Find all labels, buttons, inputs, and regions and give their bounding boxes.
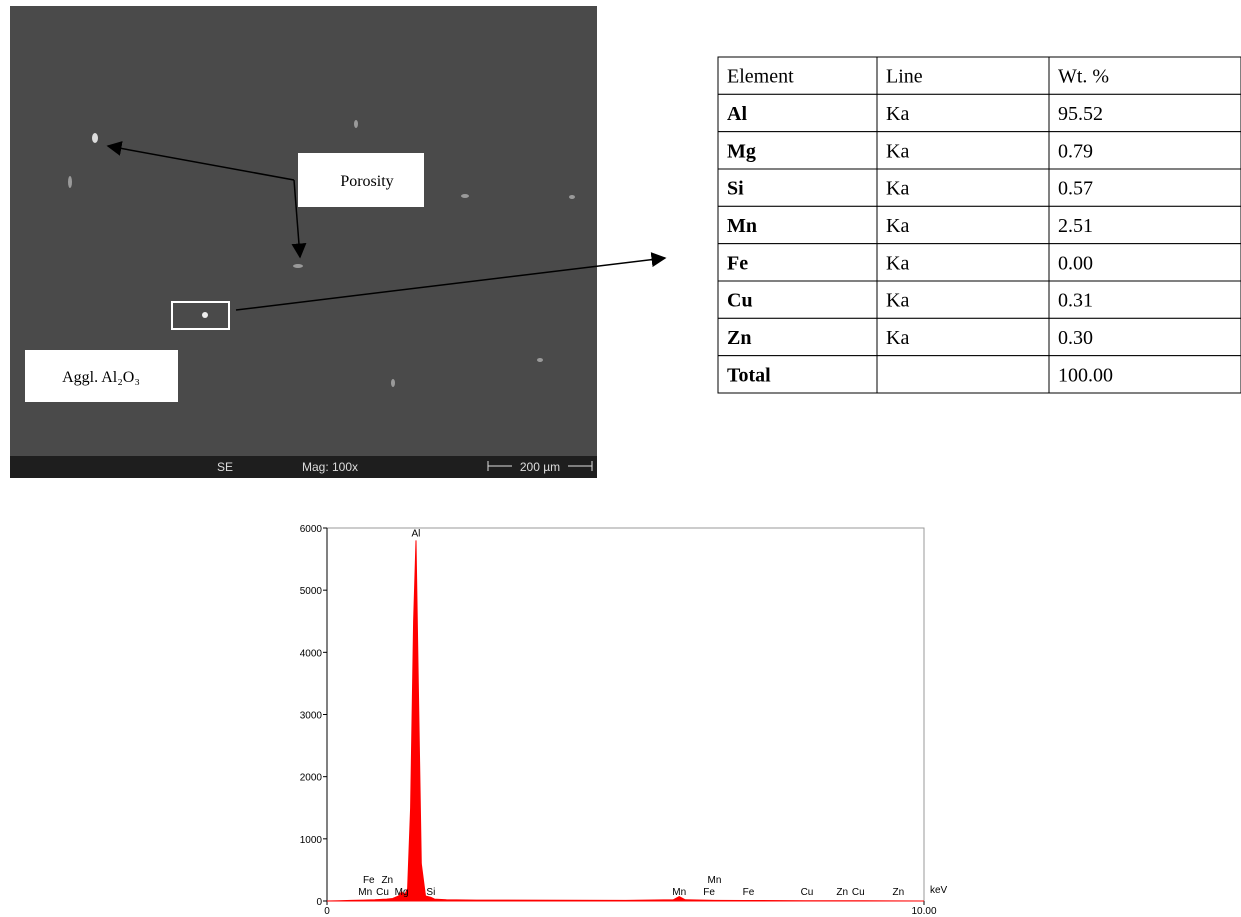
cell-text: Ka bbox=[886, 252, 909, 274]
cell-text: Ka bbox=[886, 103, 909, 125]
cell-text: Fe bbox=[727, 252, 748, 274]
x-tick-label: 10.00 bbox=[911, 906, 936, 917]
peak-label: Zn bbox=[892, 887, 904, 898]
cell-text: Zn bbox=[727, 327, 751, 349]
y-tick-label: 5000 bbox=[300, 586, 323, 597]
page: {"figure": {"porosity_label": "Porosity"… bbox=[0, 0, 1241, 917]
peak-label: Fe bbox=[703, 887, 715, 898]
cell-text: Cu bbox=[727, 290, 753, 312]
header-cell: Element bbox=[727, 66, 794, 88]
cell-text: Mn bbox=[727, 215, 757, 237]
x-tick-label: 0 bbox=[324, 906, 330, 917]
scale: 200 µm bbox=[520, 460, 560, 474]
peak-label: Mg bbox=[395, 887, 409, 898]
figure: SE Mag: 100x 200 µm Porosity Aggl. Al₂O₃… bbox=[0, 0, 1241, 917]
y-tick-label: 2000 bbox=[300, 773, 323, 784]
peak-label: Cu bbox=[852, 887, 865, 898]
magnification: Mag: 100x bbox=[302, 460, 358, 474]
peak-label: Si bbox=[426, 887, 435, 898]
cell-text: Total bbox=[727, 364, 771, 386]
cell-text: Al bbox=[727, 103, 747, 125]
y-tick-label: 4000 bbox=[300, 648, 323, 659]
y-tick-label: 3000 bbox=[300, 711, 323, 722]
cell-text: Ka bbox=[886, 178, 909, 200]
cell-text: 95.52 bbox=[1058, 103, 1103, 125]
table-cell bbox=[877, 356, 1049, 393]
x-unit: keV bbox=[930, 885, 948, 896]
sem-image: SE Mag: 100x 200 µm Porosity Aggl. Al₂O₃ bbox=[10, 6, 665, 478]
peak-label: Zn bbox=[381, 875, 393, 886]
y-tick-label: 0 bbox=[316, 897, 322, 908]
cell-text: 0.57 bbox=[1058, 178, 1093, 200]
cell-text: Ka bbox=[886, 215, 909, 237]
peak-label: Cu bbox=[801, 887, 814, 898]
peak-label: Mn bbox=[707, 875, 721, 886]
cell-text: 2.51 bbox=[1058, 215, 1093, 237]
peak-label: Fe bbox=[743, 887, 755, 898]
cell-text: Ka bbox=[886, 327, 909, 349]
y-tick-label: 1000 bbox=[300, 835, 323, 846]
peak-label: Cu bbox=[376, 887, 389, 898]
peak-label: Zn bbox=[836, 887, 848, 898]
cell-text: 0.31 bbox=[1058, 290, 1093, 312]
cell-text: Ka bbox=[886, 140, 909, 162]
cell-text: 100.00 bbox=[1058, 364, 1113, 386]
cell-text: 0.00 bbox=[1058, 252, 1093, 274]
peak-label: Al bbox=[411, 528, 420, 539]
agglomerate-label: Aggl. Al₂O₃ bbox=[62, 369, 140, 386]
porosity-label: Porosity bbox=[340, 173, 393, 190]
header-cell: Line bbox=[886, 66, 923, 88]
header-cell: Wt. % bbox=[1058, 66, 1109, 88]
y-tick-label: 6000 bbox=[300, 524, 323, 535]
peak-label: Fe bbox=[363, 875, 375, 886]
peak-label: Mn bbox=[672, 887, 686, 898]
peak-label: Mn bbox=[358, 887, 372, 898]
detector: SE bbox=[217, 460, 233, 474]
cell-text: 0.79 bbox=[1058, 140, 1093, 162]
cell-text: 0.30 bbox=[1058, 327, 1093, 349]
cell-text: Si bbox=[727, 178, 744, 200]
spectrum bbox=[327, 540, 924, 901]
cell-text: Mg bbox=[727, 140, 756, 162]
cell-text: Ka bbox=[886, 290, 909, 312]
composition-table: Element Line Wt. % Al Ka 95.52 Mg Ka 0.79 Si Ka 0.5… bbox=[718, 57, 1241, 393]
